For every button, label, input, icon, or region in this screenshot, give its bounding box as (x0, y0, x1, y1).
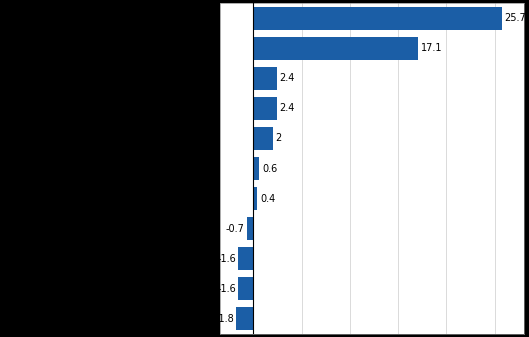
Bar (238, 277, 253, 300)
Text: -1.6: -1.6 (217, 284, 236, 294)
Text: 2: 2 (276, 133, 282, 144)
Text: 17.1: 17.1 (422, 43, 443, 53)
Bar (247, 217, 253, 240)
Bar (253, 127, 272, 150)
Bar (253, 187, 257, 210)
Text: 0.6: 0.6 (262, 163, 277, 174)
Bar (253, 97, 277, 120)
Bar (253, 7, 501, 30)
Text: -0.7: -0.7 (226, 223, 244, 234)
Text: -1.6: -1.6 (217, 253, 236, 264)
Bar (253, 157, 259, 180)
Bar (253, 37, 418, 60)
Bar (236, 307, 253, 330)
Bar (253, 67, 277, 90)
Text: 25.7: 25.7 (504, 13, 526, 23)
Bar (238, 247, 253, 270)
Text: 2.4: 2.4 (279, 73, 295, 84)
Text: 2.4: 2.4 (279, 103, 295, 114)
Text: 0.4: 0.4 (260, 193, 275, 204)
Text: -1.8: -1.8 (215, 314, 234, 324)
